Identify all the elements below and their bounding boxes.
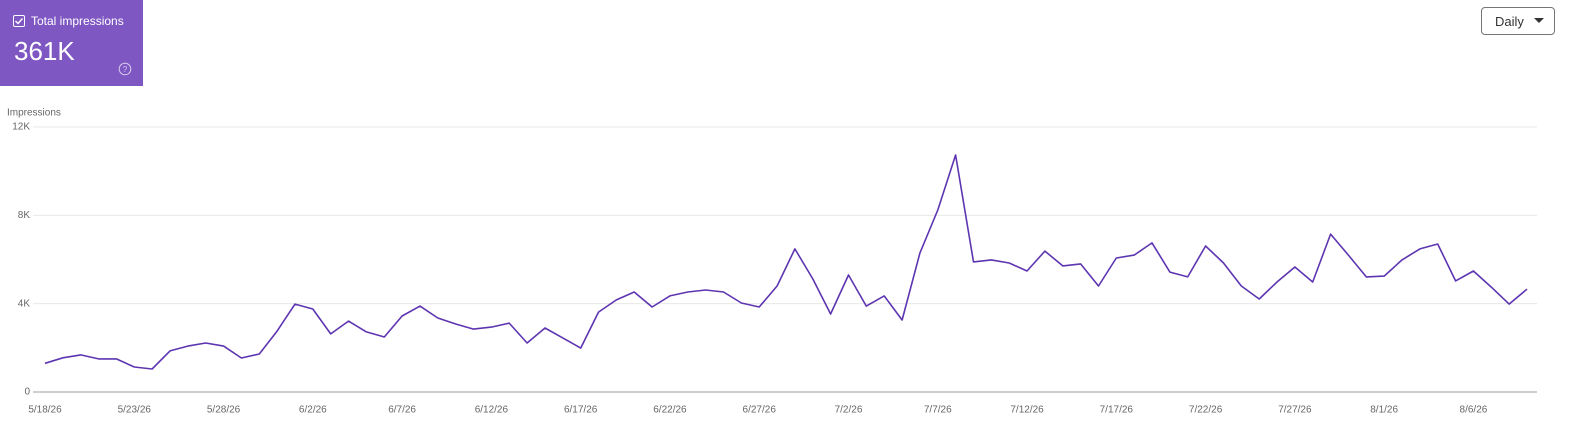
y-tick-label: 0 [24, 387, 30, 398]
x-tick-label: 8/6/26 [1460, 405, 1488, 416]
x-tick-label: 5/23/26 [118, 405, 152, 416]
x-tick-label: 8/1/26 [1370, 405, 1398, 416]
series-line [44, 154, 1528, 370]
x-tick-label: 7/2/26 [835, 405, 863, 416]
x-tick-label: 7/7/26 [924, 405, 952, 416]
card-value: 361K [14, 36, 75, 66]
dropdown-arrow [1534, 18, 1544, 23]
y-tick-label: 8K [18, 210, 31, 221]
x-tick-label: 7/17/26 [1100, 405, 1134, 416]
y-tick-label: 12K [12, 122, 30, 133]
period-label: Daily [1495, 14, 1524, 29]
checkbox[interactable] [13, 15, 25, 27]
x-tick-label: 6/22/26 [653, 405, 687, 416]
x-tick-label: 7/12/26 [1010, 405, 1044, 416]
x-tick-label: 5/28/26 [207, 405, 241, 416]
x-tick-label: 6/12/26 [475, 405, 509, 416]
x-tick-label: 7/22/26 [1189, 405, 1223, 416]
card-label: Total impressions [31, 14, 124, 28]
summary-card[interactable]: Total impressions 361K ? [0, 0, 143, 86]
period-selector[interactable]: Daily [1481, 7, 1555, 35]
svg-text:?: ? [123, 65, 128, 74]
x-tick-label: 6/2/26 [299, 405, 327, 416]
y-axis-label: Impressions [7, 108, 61, 119]
x-tick-label: 6/27/26 [743, 405, 777, 416]
x-tick-label: 6/17/26 [564, 405, 598, 416]
help-icon[interactable]: ? [118, 62, 132, 76]
y-tick-label: 4K [18, 298, 31, 309]
x-tick-label: 5/18/26 [28, 405, 62, 416]
x-tick-label: 6/7/26 [388, 405, 416, 416]
x-tick-label: 7/27/26 [1278, 405, 1312, 416]
